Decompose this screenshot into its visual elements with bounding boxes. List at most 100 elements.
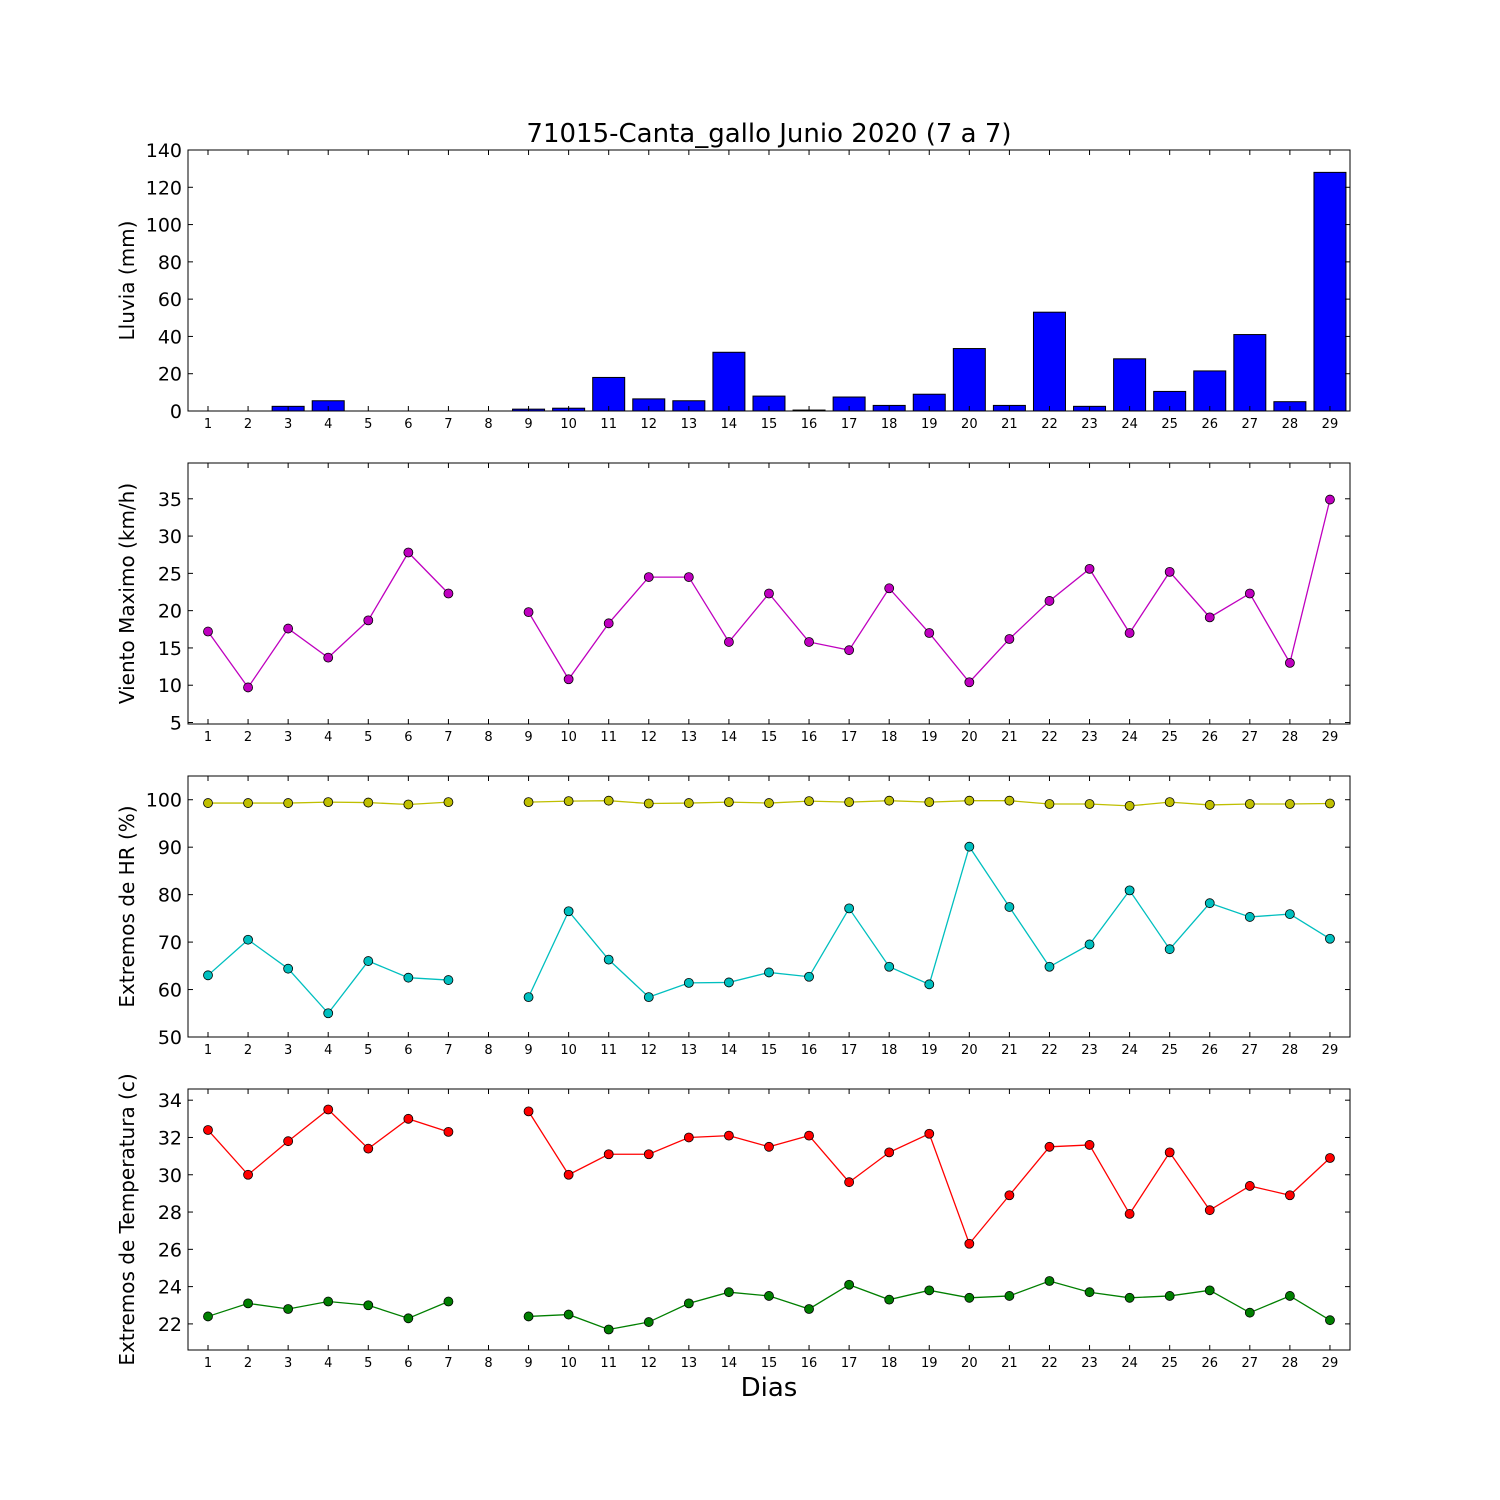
series-1-point-day-28 (1284, 1190, 1295, 1201)
series-1-point-day-19 (924, 1128, 935, 1139)
x-tick-label: 13 (681, 730, 698, 745)
y-tick-label: 80 (158, 885, 182, 907)
series-1-point-day-28 (1284, 799, 1295, 809)
x-tick-label: 12 (640, 1356, 657, 1371)
x-tick-label: 22 (1041, 1356, 1058, 1371)
series-1-point-day-22 (1044, 1141, 1055, 1152)
series-1-point-day-29 (1325, 798, 1335, 809)
x-tick-label: 10 (560, 1043, 577, 1058)
series-2-point-day-12 (643, 992, 654, 1003)
series-1-point-day-16 (804, 1130, 814, 1141)
x-tick-label: 22 (1041, 1043, 1058, 1058)
series-1-point-day-3 (283, 623, 294, 634)
series-2-point-day-19 (924, 979, 935, 990)
series-1-point-day-29 (1325, 1153, 1335, 1163)
series-1-point-day-6 (403, 1113, 414, 1124)
series-1-point-day-2 (243, 798, 253, 808)
series-2-point-day-14 (724, 977, 734, 988)
series-1-point-day-27 (1244, 588, 1255, 599)
y-tick-label: 32 (158, 1127, 182, 1149)
series-1-point-day-19 (924, 628, 935, 638)
y-tick-label: 20 (158, 364, 182, 386)
x-tick-label: 9 (524, 1043, 532, 1058)
series-2-point-day-2 (243, 934, 253, 945)
series-1-point-day-23 (1084, 563, 1095, 574)
y-tick-label: 0 (170, 401, 182, 423)
x-tick-label: 24 (1121, 730, 1138, 745)
y-tick-label: 140 (146, 140, 182, 162)
series-2-point-day-3 (283, 963, 294, 974)
x-tick-label: 20 (961, 1356, 978, 1371)
series-2-point-day-28 (1284, 909, 1295, 919)
x-tick-label: 14 (721, 1356, 738, 1371)
series-2-point-day-12 (643, 1317, 654, 1327)
series-1-point-day-17 (844, 645, 855, 656)
series-1-point-day-6 (403, 799, 414, 810)
series-1-point-day-11 (603, 795, 614, 806)
x-tick-label: 29 (1322, 417, 1339, 432)
series-2-point-day-17 (844, 903, 855, 914)
x-tick-label: 17 (841, 1043, 858, 1058)
x-tick-label: 6 (404, 1356, 412, 1371)
series-2-point-day-18 (884, 961, 895, 972)
y-axis-label: Lluvia (mm) (115, 221, 139, 341)
x-tick-label: 6 (404, 1043, 412, 1058)
y-tick-label: 90 (158, 837, 182, 859)
x-tick-label: 1 (204, 730, 212, 745)
series-2-point-day-29 (1325, 933, 1335, 944)
series-1-point-day-19 (924, 797, 935, 807)
series-1-point-day-25 (1164, 566, 1175, 577)
series-1-point-day-25 (1164, 1147, 1175, 1158)
series-1-point-day-9 (523, 797, 534, 807)
series-2-point-day-27 (1244, 1307, 1255, 1318)
x-tick-label: 20 (961, 730, 978, 745)
series-1-point-day-5 (363, 797, 374, 808)
x-tick-label: 25 (1161, 1043, 1178, 1058)
series-1-point-day-20 (964, 795, 975, 806)
series-2-point-day-21 (1004, 902, 1015, 912)
y-tick-label: 30 (158, 1165, 182, 1187)
x-tick-label: 2 (244, 417, 252, 432)
series-1-point-day-11 (603, 1149, 614, 1160)
x-tick-label: 27 (1242, 1356, 1259, 1371)
y-tick-label: 100 (146, 790, 182, 812)
series-2-point-day-4 (323, 1296, 334, 1307)
x-tick-label: 18 (881, 1356, 898, 1371)
series-1-point-day-3 (283, 798, 294, 808)
series-1-point-day-13 (683, 572, 694, 582)
x-tick-label: 14 (721, 417, 738, 432)
series-1-point-day-2 (243, 1169, 253, 1180)
x-tick-label: 16 (801, 730, 818, 745)
series-1-point-day-24 (1124, 628, 1135, 638)
x-tick-label: 14 (721, 1043, 738, 1058)
series-1-point-day-28 (1284, 657, 1295, 668)
x-tick-label: 6 (404, 417, 412, 432)
series-1-point-day-9 (523, 607, 534, 618)
chart-title: 71015-Canta_gallo Junio 2020 (7 a 7) (526, 119, 1011, 149)
series-1-point-day-18 (884, 583, 895, 594)
series-2-point-day-7 (443, 975, 454, 985)
x-tick-label: 7 (444, 417, 452, 432)
series-2-point-day-14 (724, 1287, 734, 1298)
x-tick-label: 9 (524, 417, 532, 432)
x-tick-label: 14 (721, 730, 738, 745)
series-2-point-day-10 (563, 1309, 574, 1320)
y-tick-label: 26 (158, 1239, 182, 1261)
y-tick-label: 22 (158, 1314, 182, 1336)
x-tick-label: 11 (600, 1043, 617, 1058)
series-2-point-day-6 (403, 972, 414, 983)
x-tick-label: 29 (1322, 730, 1339, 745)
x-tick-label: 15 (761, 1043, 778, 1058)
x-tick-label: 29 (1322, 1043, 1339, 1058)
x-tick-label: 23 (1081, 1356, 1098, 1371)
x-tick-label: 3 (284, 417, 292, 432)
x-tick-label: 12 (640, 1043, 657, 1058)
axes-frame (187, 149, 1351, 412)
bar-day-24 (1113, 358, 1147, 412)
series-2-point-day-7 (443, 1296, 454, 1307)
x-tick-label: 8 (484, 1356, 492, 1371)
series-1-point-day-14 (724, 797, 734, 807)
series-2-point-day-23 (1084, 1287, 1095, 1298)
y-tick-label: 28 (158, 1202, 182, 1224)
x-tick-label: 10 (560, 417, 577, 432)
